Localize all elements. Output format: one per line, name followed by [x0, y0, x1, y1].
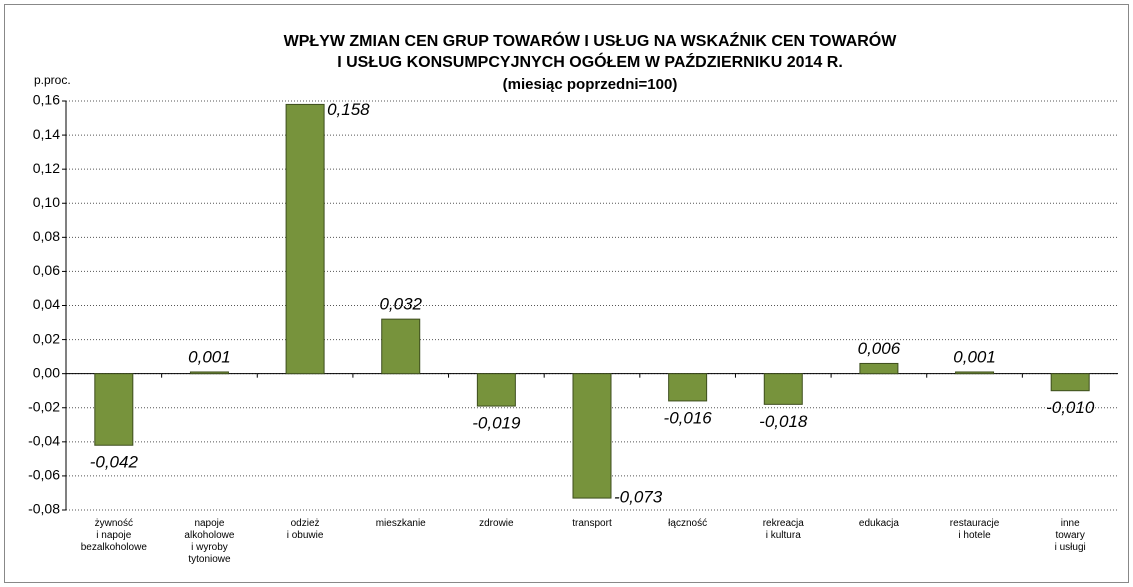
y-axis-label: p.proc.	[34, 73, 71, 87]
x-tick-label: napoje alkoholowe i wyroby tytoniowe	[184, 518, 235, 565]
bar	[189, 371, 229, 375]
frame	[4, 4, 1129, 583]
x-tick-label: inne towary i usługi	[1054, 518, 1086, 553]
x-tick-label: odzież i obuwie	[286, 518, 324, 541]
x-tick-label: łączność	[668, 518, 708, 529]
data-label: -0,073	[614, 488, 663, 507]
y-tick-label: 0,02	[33, 330, 60, 346]
y-tick-label: -0,02	[28, 398, 60, 414]
x-tick-label: żywność i napoje bezalkoholowe	[80, 518, 147, 553]
y-tick-label: -0,08	[28, 501, 60, 517]
y-tick-label: 0,08	[33, 228, 60, 244]
data-label: 0,006	[858, 339, 901, 358]
x-tick-label: mieszkanie	[375, 518, 426, 529]
x-tick-label: restauracje i hotele	[949, 518, 1000, 541]
y-tick-label: 0,10	[33, 194, 60, 210]
chart-title: I USŁUG KONSUMPCYJNYCH OGÓŁEM W PAŹDZIER…	[337, 52, 843, 71]
data-label: -0,042	[90, 453, 139, 472]
chart-title: WPŁYW ZMIAN CEN GRUP TOWARÓW I USŁUG NA …	[284, 31, 898, 50]
data-label: 0,001	[953, 347, 996, 366]
y-tick-label: 0,06	[33, 262, 60, 278]
data-label: -0,018	[759, 412, 808, 431]
bar	[763, 373, 803, 405]
data-label: -0,016	[664, 408, 713, 427]
bar	[955, 371, 995, 375]
y-tick-label: 0,00	[33, 364, 60, 380]
y-tick-label: 0,12	[33, 160, 60, 176]
x-tick-label: rekreacja i kultura	[762, 518, 804, 541]
bar	[476, 373, 516, 407]
y-tick-label: -0,06	[28, 467, 60, 483]
data-label: -0,019	[472, 414, 521, 433]
x-tick-label: edukacja	[858, 518, 899, 529]
data-label: 0,158	[327, 100, 370, 119]
y-tick-label: -0,04	[28, 433, 60, 449]
x-tick-label: transport	[572, 518, 612, 529]
data-label: 0,001	[188, 347, 231, 366]
bar	[381, 318, 421, 375]
bar	[1050, 373, 1090, 392]
x-tick-label: zdrowie	[479, 518, 514, 529]
data-label: -0,010	[1046, 398, 1095, 417]
chart-subtitle: (miesiąc poprzedni=100)	[503, 76, 678, 93]
bar	[668, 373, 708, 402]
y-tick-label: 0,16	[33, 92, 60, 108]
bar	[572, 373, 612, 499]
bar	[94, 373, 134, 446]
data-label: 0,032	[379, 295, 422, 314]
bar	[285, 103, 325, 375]
bar	[859, 362, 899, 375]
y-tick-label: 0,04	[33, 296, 60, 312]
y-tick-label: 0,14	[33, 126, 60, 142]
